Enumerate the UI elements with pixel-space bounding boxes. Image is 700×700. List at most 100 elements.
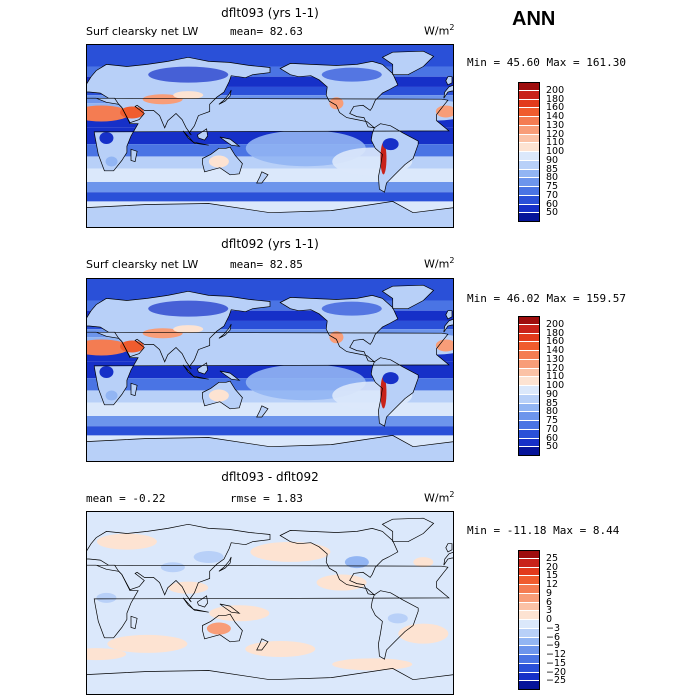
colorbar-label: 9: [546, 587, 553, 599]
season-label: ANN: [512, 8, 556, 30]
colorbar-label: 130: [546, 119, 565, 131]
colorbar-swatch: [518, 324, 540, 334]
panel-3-map: [86, 511, 454, 695]
colorbar-label: 20: [546, 561, 559, 573]
panel-1-map: [86, 44, 454, 228]
colorbar-label: 80: [546, 172, 559, 184]
colorbar-label: −25: [546, 675, 567, 687]
colorbar-swatch: [518, 620, 540, 629]
panel-3-rmse: rmse = 1.83: [230, 492, 303, 505]
colorbar-swatch: [518, 195, 540, 205]
colorbar-label: 15: [546, 570, 559, 582]
colorbar-label: 200: [546, 318, 565, 330]
colorbar-swatch: [518, 567, 540, 577]
colorbar-swatch: [518, 160, 540, 170]
colorbar-swatch: [518, 316, 540, 325]
colorbar-label: −20: [546, 666, 567, 678]
colorbar-label: 75: [546, 415, 559, 426]
colorbar-swatch: [518, 593, 540, 603]
colorbar-label: 140: [546, 111, 565, 122]
panel-2-variable-label: Surf clearsky net LW: [86, 258, 199, 271]
colorbar-label: 100: [546, 146, 565, 157]
panel-2-map: [86, 278, 454, 462]
colorbar-label: 85: [546, 397, 559, 409]
panel-2-units: W/m2: [424, 256, 455, 271]
colorbar-label: 12: [546, 579, 559, 590]
colorbar-swatch: [518, 628, 540, 638]
colorbar-label: −9: [546, 640, 561, 652]
colorbar-swatch: [518, 438, 540, 448]
colorbar-swatch: [518, 134, 540, 144]
colorbar-label: 60: [546, 198, 559, 210]
panel-1-title: dflt093 (yrs 1-1): [221, 6, 319, 20]
colorbar-swatch: [518, 178, 540, 187]
colorbar-label: 100: [546, 380, 565, 391]
colorbar-label: 180: [546, 327, 565, 339]
colorbar-swatch: [518, 152, 540, 161]
colorbar-swatch: [518, 169, 540, 179]
panel-2-colorbar: 200 180 160 140 130 120 110 100 90 85 80 75 70 60 50: [518, 316, 578, 456]
colorbar-swatch: [518, 646, 540, 655]
panel-3-minmax: Min = -11.18 Max = 8.44: [467, 524, 620, 537]
colorbar-label: 90: [546, 388, 559, 400]
colorbar-swatch: [518, 117, 540, 126]
panel-3-title: dflt093 - dflt092: [221, 470, 319, 484]
colorbar-label: 70: [546, 189, 559, 201]
colorbar-label: 120: [546, 128, 565, 140]
colorbar-swatch: [518, 204, 540, 214]
colorbar-label: −6: [546, 631, 561, 643]
panel-2-mean: mean= 82.85: [230, 258, 303, 271]
colorbar-swatch: [518, 663, 540, 673]
panel-1-units: W/m2: [424, 23, 455, 38]
colorbar-label: 140: [546, 345, 565, 356]
panel-3-colorbar: 25 20 15 12 9 6 3 0 −3 −6 −9 −12 −15 −20 −25: [518, 550, 578, 690]
colorbar-label: 60: [546, 432, 559, 444]
colorbar-swatch: [518, 187, 540, 196]
colorbar-swatch: [518, 655, 540, 664]
colorbar-label: 110: [546, 371, 565, 383]
colorbar-label: 160: [546, 336, 565, 348]
colorbar-swatch: [518, 602, 540, 612]
colorbar-swatch: [518, 342, 540, 351]
colorbar-label: 160: [546, 102, 565, 114]
colorbar-swatch: [518, 558, 540, 568]
colorbar-swatch: [518, 672, 540, 682]
colorbar-label: 120: [546, 362, 565, 374]
colorbar-label: 200: [546, 84, 565, 96]
colorbar-swatch: [518, 421, 540, 430]
colorbar-swatch: [518, 333, 540, 343]
colorbar-swatch: [518, 143, 540, 152]
panel-2-title: dflt092 (yrs 1-1): [221, 237, 319, 251]
colorbar-swatch: [518, 359, 540, 369]
colorbar-label: −15: [546, 657, 567, 669]
colorbar-swatch: [518, 125, 540, 135]
colorbar-label: 6: [546, 596, 553, 608]
panel-1-minmax: Min = 45.60 Max = 161.30: [467, 56, 626, 69]
colorbar-swatch: [518, 611, 540, 620]
panel-3-mean: mean = -0.22: [86, 492, 166, 505]
colorbar-label: 75: [546, 181, 559, 192]
panel-3-units: W/m2: [424, 490, 455, 505]
colorbar-label: −3: [546, 622, 561, 634]
colorbar-swatch: [518, 429, 540, 439]
colorbar-label: 90: [546, 154, 559, 166]
colorbar-label: 85: [546, 163, 559, 175]
panel-1-variable-label: Surf clearsky net LW: [86, 25, 199, 38]
panel-1-mean: mean= 82.63: [230, 25, 303, 38]
panel-2-minmax: Min = 46.02 Max = 159.57: [467, 292, 626, 305]
colorbar-swatch: [518, 82, 540, 91]
colorbar-swatch: [518, 90, 540, 100]
colorbar-label: 25: [546, 552, 559, 564]
colorbar-swatch: [518, 377, 540, 386]
colorbar-swatch: [518, 637, 540, 647]
colorbar-label: 110: [546, 137, 565, 149]
colorbar-label: 0: [546, 614, 553, 625]
colorbar-label: 180: [546, 93, 565, 105]
colorbar-label: −12: [546, 649, 567, 660]
colorbar-swatch: [518, 585, 540, 594]
colorbar-label: 50: [546, 441, 559, 453]
colorbar-swatch: [518, 412, 540, 421]
colorbar-swatch: [518, 368, 540, 378]
colorbar-label: 3: [546, 605, 553, 617]
colorbar-label: 80: [546, 406, 559, 418]
